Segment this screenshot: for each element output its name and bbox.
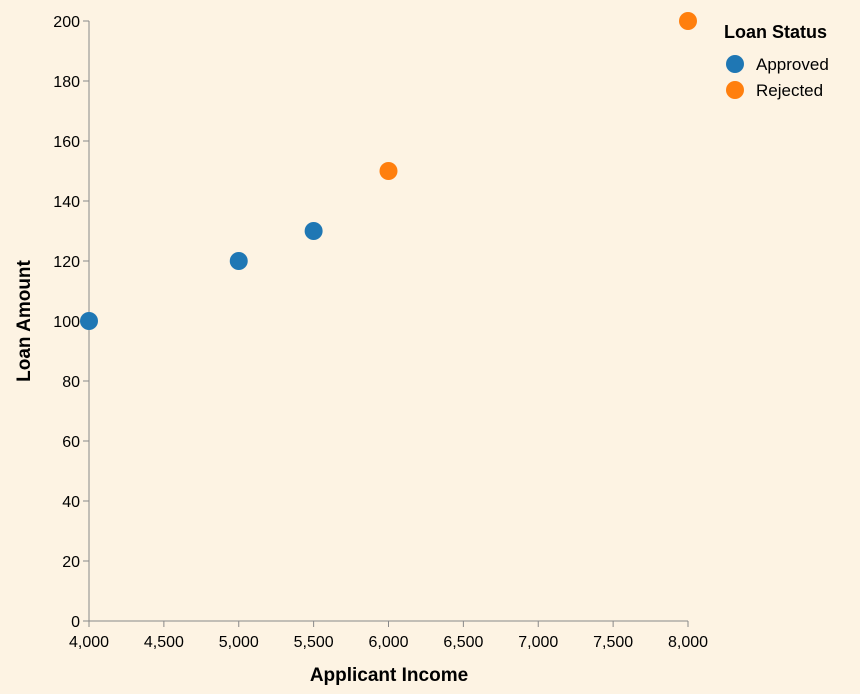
data-point-approved (80, 312, 98, 330)
x-axis-title: Applicant Income (310, 665, 468, 686)
data-point-rejected (679, 12, 697, 30)
y-tick-label: 140 (53, 194, 80, 211)
data-point-approved (229, 252, 248, 270)
x-tick-label: 7,000 (518, 634, 558, 651)
y-tick-label: 200 (53, 14, 80, 31)
legend: Loan Status Approved Rejected (724, 22, 829, 100)
y-tick-label: 180 (53, 74, 80, 91)
x-tick-label: 8,000 (668, 634, 708, 651)
x-tick-label: 5,500 (294, 634, 334, 651)
x-tick-label: 4,000 (69, 634, 109, 651)
data-point-rejected (379, 162, 398, 180)
x-tick-label: 7,500 (593, 634, 633, 651)
data-points (80, 12, 697, 330)
y-tick-label: 20 (62, 554, 80, 571)
y-tick-label: 120 (53, 254, 80, 271)
y-tick-label: 160 (53, 134, 80, 151)
legend-swatch-rejected (726, 81, 744, 99)
legend-title: Loan Status (724, 22, 827, 42)
y-axis-title: Loan Amount (14, 259, 35, 381)
legend-swatch-approved (726, 55, 744, 73)
x-tick-label: 5,000 (219, 634, 259, 651)
legend-label-approved: Approved (756, 55, 829, 74)
x-tick-label: 6,500 (443, 634, 483, 651)
legend-label-rejected: Rejected (756, 81, 823, 100)
x-axis: 4,000 4,500 5,000 5,500 6,000 6,500 7,000 7,500… (69, 620, 708, 651)
x-tick-label: 6,000 (368, 634, 408, 651)
x-tick-label: 4,500 (144, 634, 184, 651)
y-tick-label: 80 (62, 374, 80, 391)
y-axis: 0 20 40 60 80 100 120 140 160 180 200 (53, 14, 90, 631)
y-tick-label: 40 (62, 494, 80, 511)
data-point-approved (304, 222, 323, 240)
y-tick-label: 0 (71, 614, 80, 631)
y-tick-label: 100 (53, 314, 80, 331)
y-tick-label: 60 (62, 434, 80, 451)
